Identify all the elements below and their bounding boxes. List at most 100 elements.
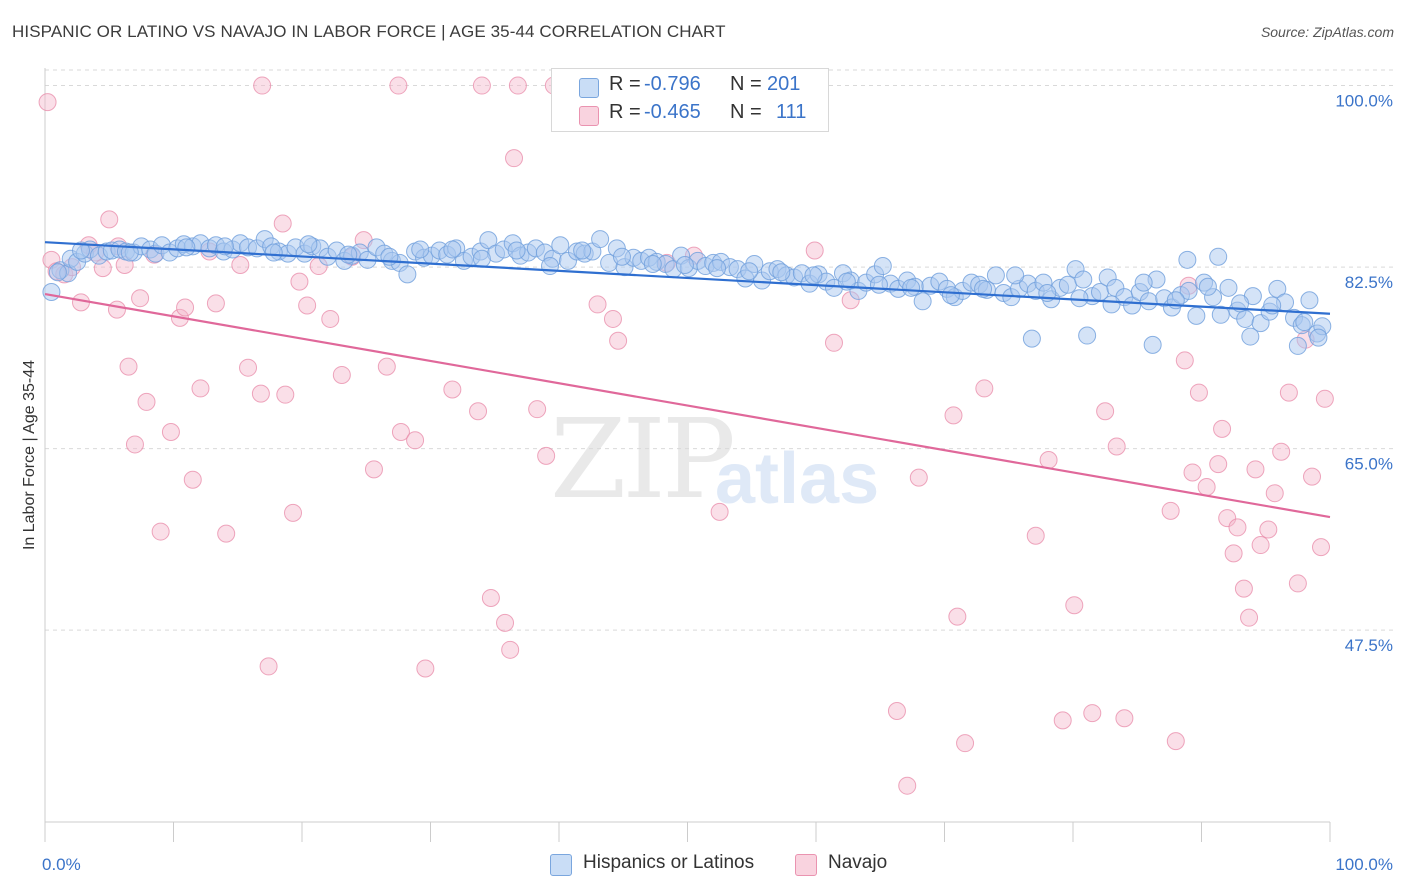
legend-swatch-pink xyxy=(579,106,599,126)
navajo-point xyxy=(472,76,491,95)
hispanic-point xyxy=(643,254,662,273)
navajo-point xyxy=(137,392,156,411)
legend-n-value: 201 xyxy=(767,73,801,95)
hispanic-point xyxy=(740,262,759,281)
legend-swatch-pink xyxy=(795,854,817,876)
legend-row-hispanic: R = -0.796 N = 201 xyxy=(552,73,828,101)
navajo-point xyxy=(107,300,126,319)
hispanic-point xyxy=(1006,266,1025,285)
navajo-point xyxy=(38,93,57,112)
hispanic-point xyxy=(1143,335,1162,354)
legend-n-label: N = xyxy=(730,101,762,123)
navajo-point xyxy=(183,470,202,489)
navajo-point xyxy=(1096,402,1115,421)
navajo-point xyxy=(284,503,303,522)
navajo-point xyxy=(1272,442,1291,461)
navajo-point xyxy=(956,734,975,753)
hispanic-point xyxy=(1078,326,1097,345)
hispanic-point xyxy=(804,266,823,285)
hispanic-point xyxy=(411,240,430,259)
legend-label: Navajo xyxy=(828,852,888,873)
watermark-zip: ZIP xyxy=(550,395,736,523)
hispanic-point xyxy=(1211,305,1230,324)
navajo-point xyxy=(273,214,292,233)
navajo-point xyxy=(1279,383,1298,402)
correlation-legend: R = -0.796 N = 201 R = -0.465 N = 111 xyxy=(551,68,829,132)
hispanic-point xyxy=(1209,247,1228,266)
y-tick-label: 65.0% xyxy=(1345,455,1393,474)
hispanic-point xyxy=(1123,296,1142,315)
hispanic-point xyxy=(1102,295,1121,314)
navajo-point xyxy=(824,333,843,352)
hispanic-point xyxy=(708,259,727,278)
navajo-point xyxy=(944,406,963,425)
navajo-point xyxy=(710,502,729,521)
hispanic-point xyxy=(541,257,560,276)
legend-r-value: -0.796 xyxy=(644,73,701,95)
hispanic-point xyxy=(1022,329,1041,348)
navajo-point xyxy=(1053,711,1072,730)
navajo-point xyxy=(239,358,258,377)
hispanic-point xyxy=(902,278,921,297)
legend-swatch-blue xyxy=(579,78,599,98)
navajo-point xyxy=(1039,451,1058,470)
hispanic-point xyxy=(398,265,417,284)
hispanic-point xyxy=(591,230,610,249)
hispanic-point xyxy=(177,238,196,257)
hispanic-point xyxy=(873,257,892,276)
hispanic-point xyxy=(1198,277,1217,296)
legend-r-value: -0.465 xyxy=(644,101,701,123)
navajo-point xyxy=(537,446,556,465)
navajo-point xyxy=(161,422,180,441)
y-tick-label: 47.5% xyxy=(1345,636,1393,655)
navajo-point xyxy=(1234,579,1253,598)
navajo-point xyxy=(391,422,410,441)
navajo-point xyxy=(975,379,994,398)
navajo-point xyxy=(1251,536,1270,555)
legend-n-label: N = xyxy=(730,73,762,95)
navajo-point xyxy=(1312,538,1331,557)
navajo-point xyxy=(1315,389,1334,408)
navajo-point xyxy=(1224,544,1243,563)
navajo-point xyxy=(377,357,396,376)
navajo-point xyxy=(505,149,524,168)
hispanic-point xyxy=(675,256,694,275)
hispanic-point xyxy=(1070,289,1089,308)
hispanic-point xyxy=(339,245,358,264)
y-tick-label: 82.5% xyxy=(1345,273,1393,292)
legend-row-navajo: R = -0.465 N = 111 xyxy=(552,101,828,129)
navajo-points xyxy=(38,76,1334,795)
x-tick-label-max: 100.0% xyxy=(1335,855,1393,874)
navajo-point xyxy=(119,357,138,376)
hispanic-point xyxy=(1288,336,1307,355)
navajo-point xyxy=(805,241,824,260)
navajo-point xyxy=(406,431,425,450)
navajo-point xyxy=(1228,518,1247,537)
legend-label: Hispanics or Latinos xyxy=(583,852,755,873)
hispanic-point xyxy=(507,241,526,260)
navajo-point xyxy=(443,380,462,399)
navajo-point xyxy=(948,607,967,626)
hispanic-point xyxy=(1187,306,1206,325)
hispanic-point xyxy=(264,243,283,262)
navajo-point xyxy=(416,659,435,678)
navajo-point xyxy=(528,400,547,419)
hispanic-point xyxy=(71,241,90,260)
legend-r-label: R = xyxy=(609,73,641,95)
navajo-point xyxy=(1197,477,1216,496)
navajo-point xyxy=(206,294,225,313)
navajo-point xyxy=(191,379,210,398)
navajo-trendline xyxy=(44,292,1331,519)
navajo-point xyxy=(253,76,272,95)
navajo-point xyxy=(603,309,622,328)
hispanic-point xyxy=(299,235,318,254)
hispanic-point xyxy=(1179,281,1198,300)
navajo-point xyxy=(151,522,170,541)
navajo-point xyxy=(1026,526,1045,545)
trendlines xyxy=(44,241,1331,519)
navajo-point xyxy=(1213,419,1232,438)
legend-swatch-blue xyxy=(550,854,572,876)
hispanic-point xyxy=(472,249,491,268)
navajo-point xyxy=(508,76,527,95)
chart-title: HISPANIC OR LATINO VS NAVAJO IN LABOR FO… xyxy=(12,22,726,41)
